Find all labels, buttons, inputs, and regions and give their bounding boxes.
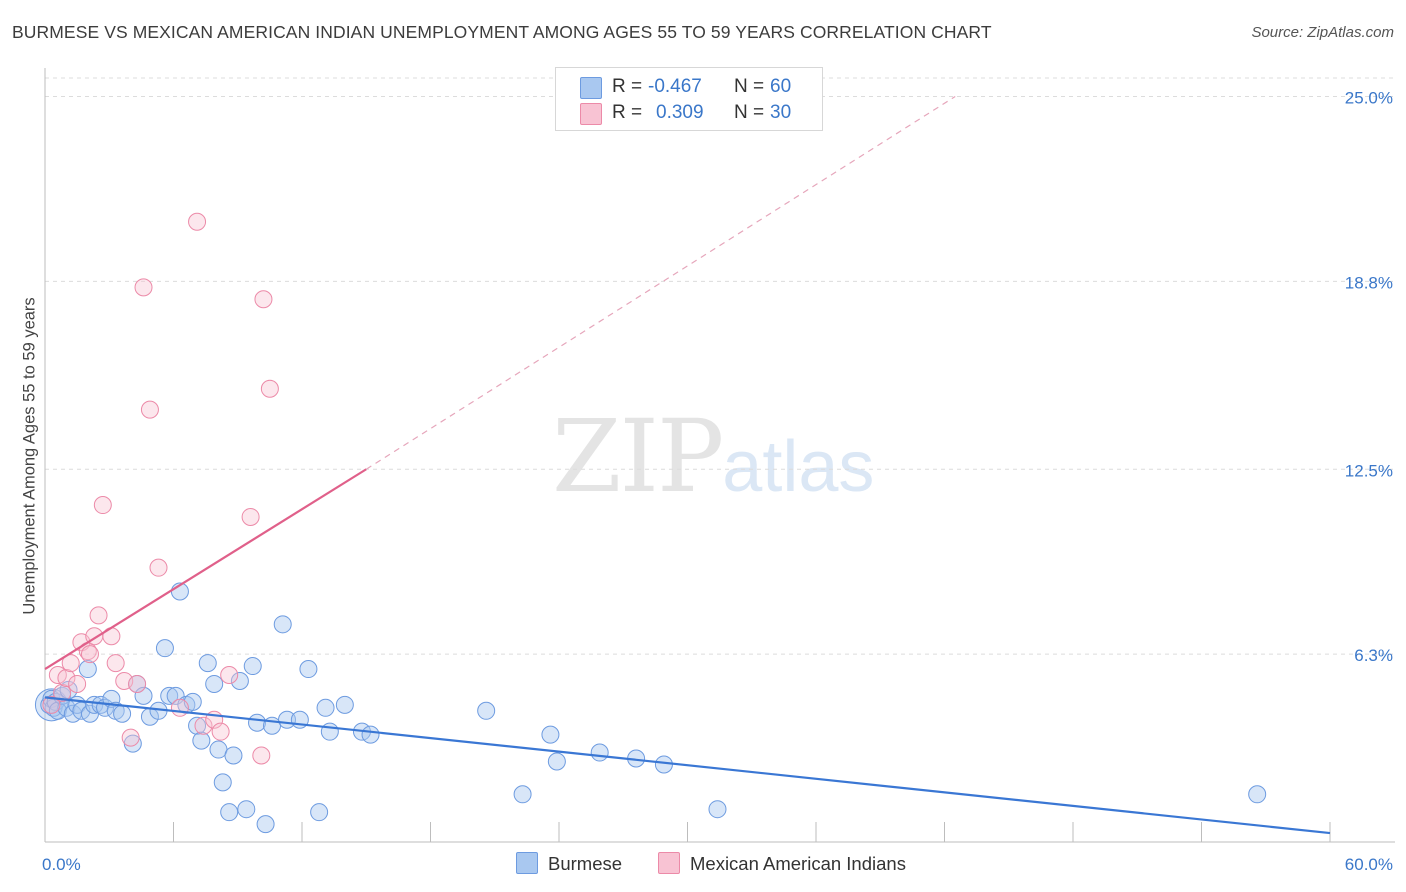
burmese-point — [205, 674, 224, 693]
legend-swatch-mexican — [580, 103, 602, 125]
y-tick-label: 25.0% — [1345, 89, 1393, 108]
burmese-point — [85, 695, 104, 714]
mexican-point — [260, 379, 279, 398]
bottom-legend-label: Burmese — [548, 853, 623, 874]
mexican-point — [241, 507, 260, 526]
mexican-trend-extension — [365, 95, 956, 470]
burmese-point — [335, 695, 354, 714]
mexican-point — [194, 716, 213, 735]
legend-n-value: 60 — [770, 76, 792, 97]
mexican-point — [42, 695, 61, 714]
burmese-trend-line — [44, 696, 1331, 835]
bottom-legend-burmese: Burmese — [516, 852, 622, 876]
legend-r-label: R = — [612, 102, 643, 123]
burmese-point — [192, 731, 211, 750]
burmese-point — [188, 716, 207, 735]
burmese-point — [316, 698, 335, 717]
mexican-trend-line — [44, 468, 367, 670]
burmese-point — [113, 704, 132, 723]
burmese-point — [237, 800, 256, 819]
burmese-point — [299, 660, 318, 679]
x-tick-label: 60.0% — [1345, 855, 1393, 874]
burmese-point — [477, 701, 496, 720]
burmese-point — [198, 654, 217, 673]
burmese-point — [78, 660, 97, 679]
mexican-point — [57, 668, 76, 687]
mexican-point — [106, 654, 125, 673]
burmese-point — [160, 686, 179, 705]
y-axis-title: Unemployment Among Ages 55 to 59 years — [20, 297, 39, 615]
mexican-point — [254, 290, 273, 309]
mexican-point — [93, 496, 112, 515]
mexican-point — [149, 558, 168, 577]
mexican-point — [188, 212, 207, 231]
mexican-point — [89, 606, 108, 625]
chart-title: BURMESE VS MEXICAN AMERICAN INDIAN UNEMP… — [12, 22, 992, 42]
legend-swatch-burmese — [580, 77, 602, 99]
burmese-point — [209, 740, 228, 759]
burmese-point — [547, 752, 566, 771]
burmese-point — [708, 800, 727, 819]
stats-legend: R = -0.467 N = 60 R = 0.309 N = 30 — [555, 67, 823, 131]
y-tick-label: 12.5% — [1345, 461, 1393, 480]
bottom-legend-mexican: Mexican American Indians — [658, 852, 906, 876]
burmese-point — [361, 725, 380, 744]
x-tick-label: 0.0% — [42, 855, 81, 874]
burmese-point — [155, 639, 174, 658]
burmese-point — [224, 746, 243, 765]
mexican-point — [220, 666, 239, 685]
mexican-point — [134, 278, 153, 297]
mexican-point — [170, 698, 189, 717]
watermark-zip: ZIP — [552, 398, 724, 515]
burmese-point — [213, 773, 232, 792]
legend-r-label: R = — [612, 76, 643, 97]
burmese-point — [166, 686, 185, 705]
burmese-point — [541, 725, 560, 744]
source-label: Source: ZipAtlas.com — [1251, 24, 1394, 41]
mexican-point — [53, 683, 72, 702]
burmese-point — [256, 815, 275, 834]
mexican-point — [211, 722, 230, 741]
bottom-legend-swatch-burmese — [516, 852, 538, 874]
burmese-point — [310, 803, 329, 822]
mexican-point — [80, 645, 99, 664]
mexican-point — [61, 654, 80, 673]
mexican-point — [68, 674, 87, 693]
burmese-point — [220, 803, 239, 822]
burmese-point — [273, 615, 292, 634]
bottom-legend-swatch-mexican — [658, 852, 680, 874]
burmese-point — [654, 755, 673, 774]
watermark-atlas: atlas — [722, 427, 875, 507]
bottom-legend-label: Mexican American Indians — [690, 853, 906, 874]
legend-n-value: 30 — [770, 102, 792, 123]
burmese-point — [1248, 785, 1267, 804]
burmese-point — [248, 713, 267, 732]
burmese-point — [230, 671, 249, 690]
mexican-point — [140, 400, 159, 419]
mexican-point — [252, 746, 271, 765]
legend-n-label: N = — [734, 76, 765, 97]
watermark: ZIPatlas — [552, 398, 874, 515]
y-tick-label: 18.8% — [1345, 273, 1393, 292]
burmese-point — [243, 657, 262, 676]
legend-r-value: 0.309 — [656, 102, 704, 123]
burmese-point — [590, 743, 609, 762]
mexican-point — [121, 728, 140, 747]
legend-r-value: -0.467 — [648, 76, 702, 97]
burmese-point — [134, 686, 153, 705]
burmese-point — [513, 785, 532, 804]
legend-n-label: N = — [734, 102, 765, 123]
y-tick-label: 6.3% — [1354, 646, 1393, 665]
mexican-point — [128, 674, 147, 693]
